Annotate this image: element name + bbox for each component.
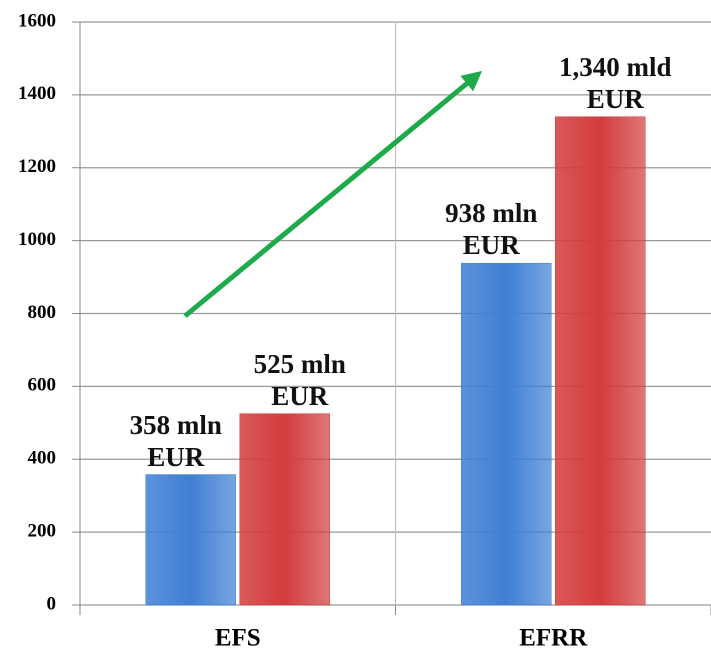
bar [239,413,330,606]
bar [555,116,646,606]
trend-arrow [183,70,483,318]
y-tick-label: 0 [47,593,57,614]
x-tick-label: EFS [215,625,261,652]
value-label: 938 mln EUR [445,198,538,261]
y-tick-label: 200 [28,520,57,541]
y-tick-label: 1000 [18,229,56,250]
y-tick-label: 1200 [18,156,56,177]
bar [461,262,552,606]
y-tick-label: 1600 [18,10,56,31]
y-tick-label: 400 [28,448,57,469]
value-label: 525 mln EUR [253,348,346,411]
value-label: 358 mln EUR [129,409,222,472]
x-tick-label: EFRR [519,625,588,652]
y-tick-label: 1400 [18,83,56,104]
y-tick-label: 800 [28,302,57,323]
bar [145,474,236,606]
y-tick-label: 600 [28,375,57,396]
value-label: 1,340 mld EUR [558,51,672,114]
